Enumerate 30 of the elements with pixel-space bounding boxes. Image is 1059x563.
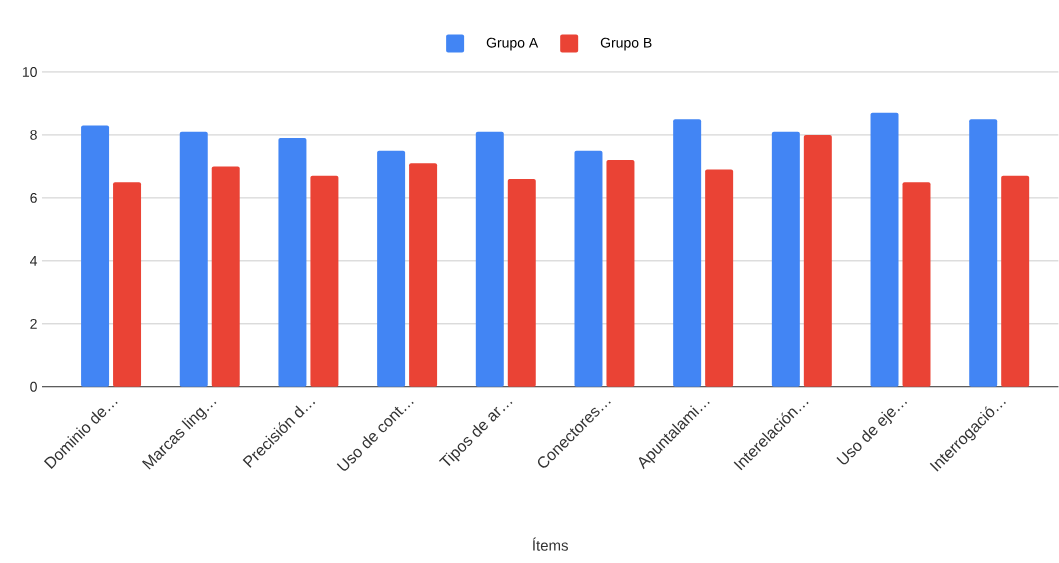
y-tick-label: 2 [30, 319, 37, 329]
y-tick-label: 8 [30, 130, 37, 141]
bar [705, 169, 734, 387]
bar [673, 119, 702, 387]
bar [211, 166, 240, 387]
y-tick-label: 4 [30, 256, 38, 266]
x-axis-title: Ítems [532, 537, 568, 551]
bar [81, 125, 110, 387]
bar [771, 131, 800, 387]
x-tick-label: Uso de eje… [836, 401, 908, 465]
bar [179, 131, 208, 387]
bar [278, 138, 307, 387]
bar [113, 182, 142, 387]
bar [1001, 175, 1030, 387]
bar [377, 150, 406, 387]
bar [969, 119, 998, 387]
y-tick-label: 10 [22, 67, 37, 78]
legend-label: Grupo A [486, 37, 539, 51]
bar [475, 131, 504, 387]
y-tick-label: 0 [30, 381, 37, 392]
bar [902, 182, 931, 387]
bar [507, 179, 536, 387]
bar [803, 135, 832, 387]
bar [310, 175, 339, 387]
legend-label: Grupo B [600, 37, 652, 51]
bar [409, 163, 438, 387]
y-tick-label: 6 [30, 193, 37, 203]
bar [606, 160, 635, 387]
bar [870, 113, 899, 387]
bar [574, 150, 603, 387]
